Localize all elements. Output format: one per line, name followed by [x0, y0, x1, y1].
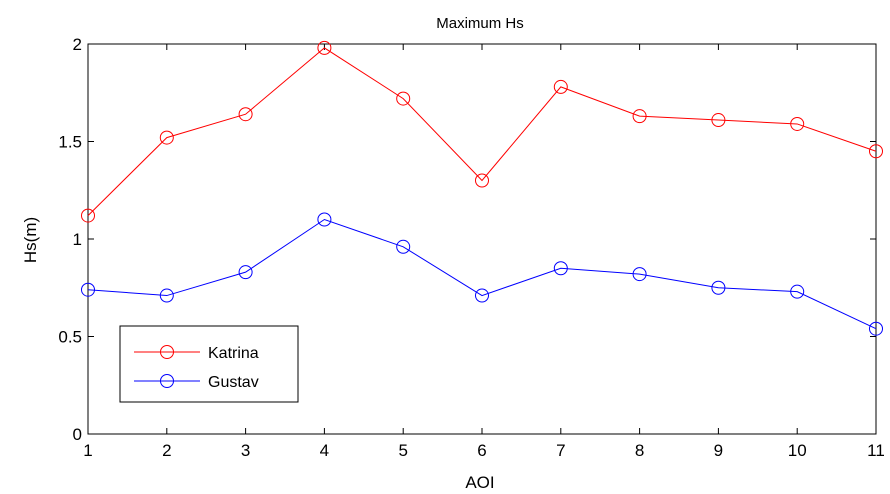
legend-label-katrina: Katrina [208, 345, 259, 362]
y-tick-label: 0.5 [58, 328, 82, 347]
data-point-katrina [159, 130, 174, 145]
data-point-katrina [869, 144, 883, 159]
x-tick-label: 3 [241, 441, 250, 460]
x-tick-label: 10 [788, 441, 807, 460]
x-tick-label: 2 [162, 441, 171, 460]
x-tick-label: 7 [556, 441, 565, 460]
data-point-katrina [317, 40, 332, 55]
legend-marker-katrina [160, 345, 174, 359]
legend-marker-gustav [160, 374, 174, 388]
legend-label-gustav: Gustav [208, 374, 259, 391]
y-tick-label: 0 [73, 425, 82, 444]
axis-ticks: 1 2 3 4 5 6 7 8 9 10 11 0 0.5 1 1.5 2 [58, 35, 884, 460]
data-point-gustav [396, 239, 411, 254]
series-line-katrina [87, 47, 877, 216]
data-point-gustav [553, 261, 568, 276]
data-point-gustav [869, 321, 883, 336]
data-point-katrina [238, 107, 253, 122]
y-tick-label: 1 [73, 230, 82, 249]
y-tick-label: 1.5 [58, 133, 82, 152]
x-tick-label: 6 [477, 441, 486, 460]
data-point-gustav [159, 288, 174, 303]
data-point-katrina [790, 116, 805, 131]
legend-items: Katrina Gustav [134, 345, 259, 391]
x-tick-label: 11 [867, 441, 885, 460]
x-tick-label: 9 [714, 441, 723, 460]
legend-box [119, 325, 299, 403]
y-axis-label: Hs(m) [21, 217, 40, 263]
data-point-gustav [238, 265, 253, 280]
series-line-gustav [87, 218, 877, 330]
data-point-gustav [475, 288, 489, 303]
y-tick-label: 2 [73, 35, 82, 54]
data-point-gustav [632, 267, 647, 282]
x-axis-label: AOI [465, 473, 494, 492]
data-point-katrina [475, 173, 489, 188]
data-point-katrina [553, 79, 568, 94]
x-tick-label: 5 [398, 441, 407, 460]
data-point-katrina [632, 109, 647, 124]
data-point-katrina [396, 91, 411, 106]
data-point-gustav [790, 284, 805, 299]
x-tick-label: 8 [635, 441, 644, 460]
data-point-katrina [711, 113, 726, 128]
legend: Katrina Gustav [119, 325, 299, 403]
data-point-gustav [711, 280, 726, 295]
x-tick-label: 4 [320, 441, 329, 460]
data-point-gustav [81, 282, 95, 297]
data-point-gustav [317, 212, 332, 227]
x-tick-label: 1 [83, 441, 92, 460]
series-layer [81, 40, 883, 336]
chart-title: Maximum Hs [436, 15, 524, 32]
data-point-katrina [81, 208, 95, 223]
